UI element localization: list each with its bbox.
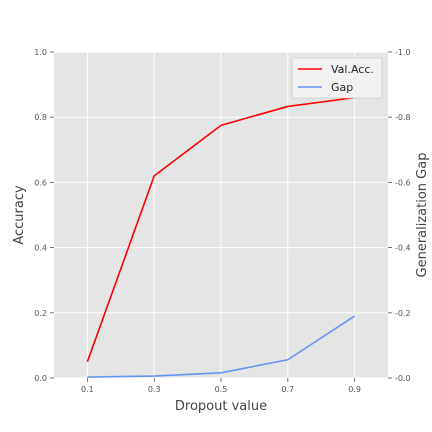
y-right-tick-label: -1.0 <box>395 48 411 57</box>
y-right-tick-label: -0.2 <box>395 309 411 318</box>
y-tick-label: 0.8 <box>34 113 47 122</box>
legend-label-val-acc: Val.Acc. <box>331 63 374 76</box>
axis-ticks: 0.1 0.3 0.5 0.7 0.9 0.0 0.2 0.4 0.6 0.8 1.0 -0.0 -0.… <box>34 48 410 394</box>
grid-lines <box>54 51 388 379</box>
y-axis-right-title: Generalization Gap <box>415 153 430 278</box>
legend-label-gap: Gap <box>331 81 353 94</box>
y-right-tick-label: -0.8 <box>395 113 411 122</box>
x-tick-label: 0.9 <box>348 385 361 394</box>
x-tick-label: 0.5 <box>215 385 228 394</box>
x-axis-title: Dropout value <box>175 399 267 414</box>
series-lines <box>86 96 356 378</box>
x-tick-label: 0.3 <box>148 385 161 394</box>
y-right-tick-label: -0.6 <box>395 178 411 187</box>
legend: Val.Acc. Gap <box>291 57 383 99</box>
x-tick-label: 0.7 <box>281 385 294 394</box>
y-right-tick-label: -0.0 <box>395 374 411 383</box>
x-tick-label: 0.1 <box>81 385 94 394</box>
y-tick-label: 0.2 <box>34 309 47 318</box>
y-tick-label: 0.0 <box>34 374 47 383</box>
y-tick-label: 1.0 <box>34 48 47 57</box>
legend-box <box>291 57 383 99</box>
y-tick-label: 0.6 <box>34 178 47 187</box>
series-line-val-acc <box>86 96 355 362</box>
y-axis-title: Accuracy <box>12 185 27 245</box>
series-line-gap <box>87 315 356 378</box>
y-right-tick-label: -0.4 <box>395 244 411 253</box>
y-tick-label: 0.4 <box>34 244 47 253</box>
